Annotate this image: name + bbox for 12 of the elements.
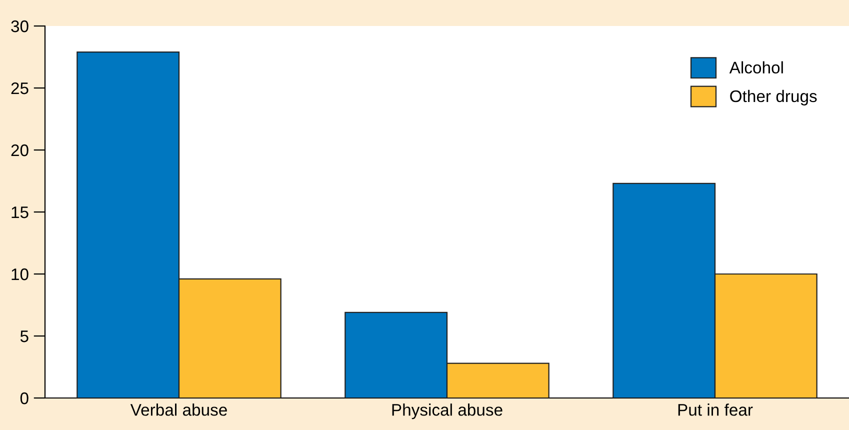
y-tick-label: 20 (11, 144, 28, 156)
legend-label: Alcohol (729, 61, 783, 74)
y-tick-label: 10 (12, 268, 28, 280)
x-tick-label: Physical abuse (392, 404, 502, 420)
y-tick-label: 30 (11, 20, 28, 32)
y-tick-label: 25 (11, 82, 28, 94)
legend-label: Other drugs (730, 90, 817, 106)
y-tick-label: 5 (20, 330, 28, 342)
y-tick-label: 0 (20, 392, 28, 404)
x-tick-label: Verbal abuse (130, 404, 227, 416)
y-tick-label: 15 (12, 206, 28, 218)
x-tick-label: Put in fear (678, 404, 753, 416)
